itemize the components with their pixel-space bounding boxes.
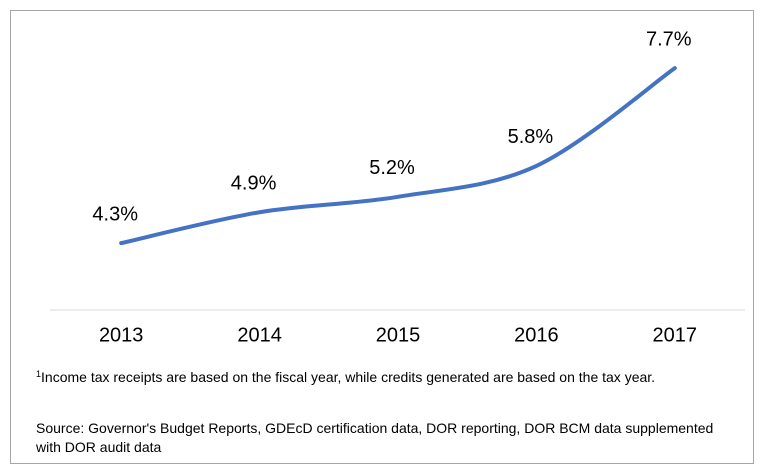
- chart: 2013 2014 2015 2016 2017 4.3% 4.9% 5.2% 5.8% 7.7%: [50, 28, 745, 346]
- x-tick-label: 2017: [653, 324, 698, 346]
- footnote-text: Income tax receipts are based on the fis…: [41, 369, 656, 385]
- data-label: 7.7%: [646, 28, 692, 50]
- footnote-marker: 1: [36, 369, 42, 379]
- x-tick-label: 2015: [376, 324, 421, 346]
- data-label: 4.9%: [231, 173, 277, 195]
- data-label: 5.2%: [369, 157, 415, 179]
- chart-frame: [10, 10, 754, 464]
- line: [119, 66, 677, 246]
- x-tick-label: 2014: [237, 324, 282, 346]
- data-label: 4.3%: [92, 203, 138, 225]
- data-label: 5.8%: [508, 126, 554, 148]
- source: Source: Governor's Budget Reports, GDEcD…: [36, 420, 714, 455]
- x-tick-label: 2013: [99, 324, 144, 346]
- footnote: 1Income tax receipts are based on the fi…: [36, 368, 736, 387]
- x-tick-label: 2016: [514, 324, 559, 346]
